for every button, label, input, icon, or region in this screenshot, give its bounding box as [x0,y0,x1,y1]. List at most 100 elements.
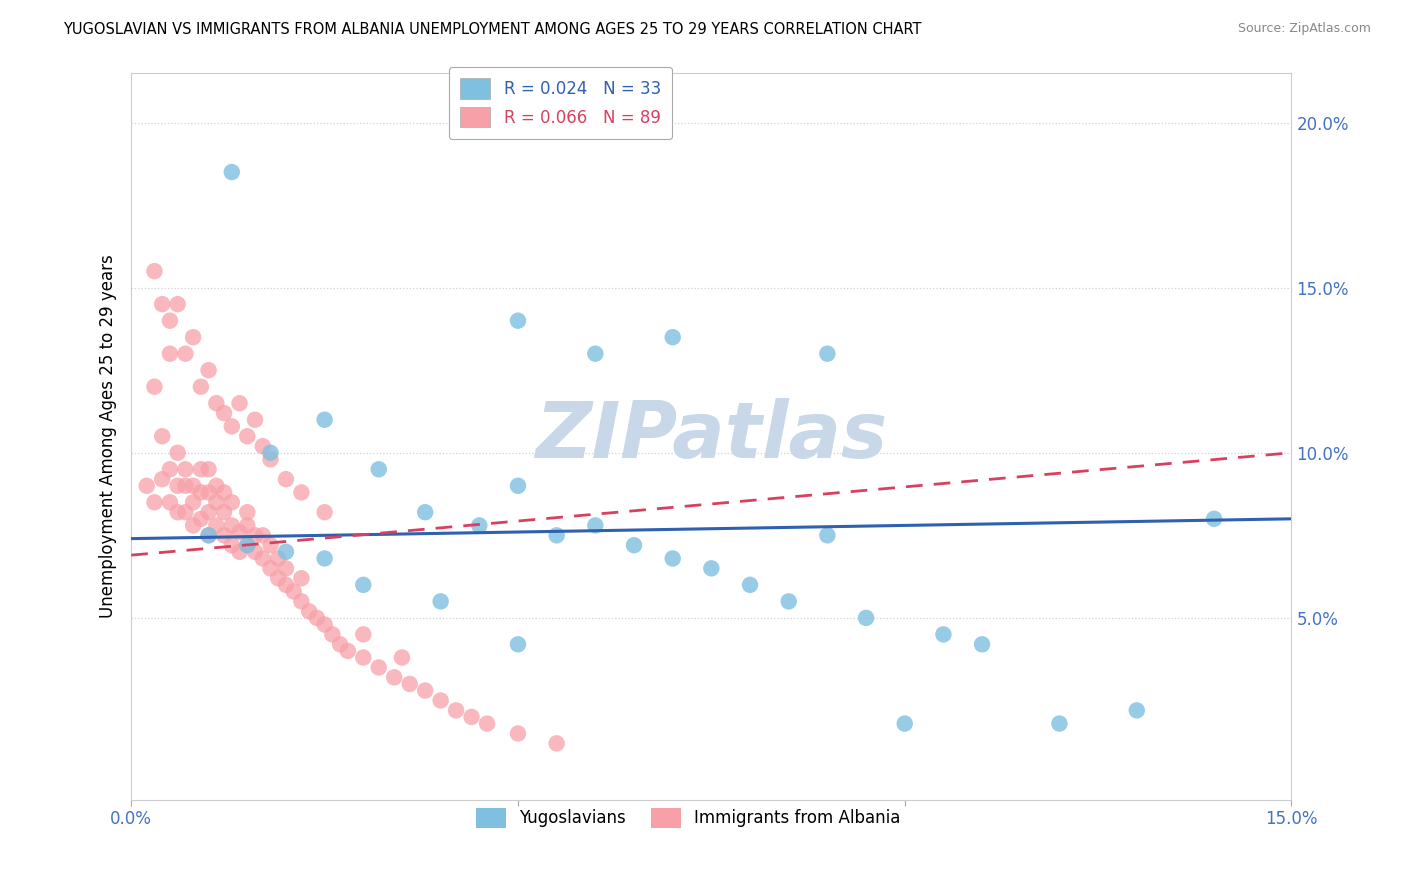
Point [190,485,212,500]
Point [815,347,838,361]
Point [243,545,266,559]
Point [283,584,305,599]
Point [221,419,243,434]
Point [738,578,761,592]
Point [228,524,250,539]
Point [475,716,498,731]
Point [1126,703,1149,717]
Point [159,347,181,361]
Point [506,726,529,740]
Point [205,518,228,533]
Point [252,551,274,566]
Point [429,594,451,608]
Point [367,462,389,476]
Y-axis label: Unemployment Among Ages 25 to 29 years: Unemployment Among Ages 25 to 29 years [100,254,117,618]
Point [329,637,352,651]
Point [143,264,166,278]
Point [259,446,281,460]
Point [855,611,877,625]
Point [212,505,235,519]
Point [623,538,645,552]
Point [143,495,166,509]
Point [382,670,405,684]
Point [321,627,343,641]
Point [290,571,312,585]
Point [205,396,228,410]
Point [205,495,228,509]
Point [546,528,568,542]
Point [150,429,173,443]
Point [429,693,451,707]
Point [252,439,274,453]
Point [336,644,359,658]
Point [197,505,219,519]
Point [700,561,723,575]
Point [314,505,336,519]
Point [159,313,181,327]
Point [274,578,297,592]
Point [546,736,568,750]
Point [174,347,197,361]
Point [391,650,413,665]
Text: Source: ZipAtlas.com: Source: ZipAtlas.com [1237,22,1371,36]
Point [166,505,188,519]
Point [243,413,266,427]
Point [352,578,374,592]
Point [150,472,173,486]
Point [460,710,482,724]
Point [259,561,281,575]
Point [893,716,915,731]
Point [236,505,259,519]
Point [174,462,197,476]
Point [259,452,281,467]
Point [259,538,281,552]
Point [1047,716,1070,731]
Point [212,485,235,500]
Point [413,505,436,519]
Text: ZIPatlas: ZIPatlas [536,398,887,475]
Point [228,545,250,559]
Point [212,406,235,420]
Point [314,551,336,566]
Point [583,518,606,533]
Point [197,528,219,542]
Point [314,413,336,427]
Point [290,485,312,500]
Point [314,617,336,632]
Point [305,611,328,625]
Point [197,485,219,500]
Point [221,538,243,552]
Point [190,512,212,526]
Point [236,538,259,552]
Point [174,479,197,493]
Point [298,604,321,618]
Point [444,703,467,717]
Point [181,518,204,533]
Point [197,363,219,377]
Point [778,594,800,608]
Point [970,637,993,651]
Point [274,561,297,575]
Point [181,495,204,509]
Point [166,297,188,311]
Point [274,545,297,559]
Text: YUGOSLAVIAN VS IMMIGRANTS FROM ALBANIA UNEMPLOYMENT AMONG AGES 25 TO 29 YEARS CO: YUGOSLAVIAN VS IMMIGRANTS FROM ALBANIA U… [63,22,922,37]
Point [506,637,529,651]
Point [352,627,374,641]
Point [205,479,228,493]
Point [166,479,188,493]
Point [468,518,491,533]
Legend: Yugoslavians, Immigrants from Albania: Yugoslavians, Immigrants from Albania [470,801,907,835]
Point [212,528,235,542]
Point [243,528,266,542]
Point [166,446,188,460]
Point [197,528,219,542]
Point [236,429,259,443]
Point [228,396,250,410]
Point [150,297,173,311]
Point [221,518,243,533]
Point [267,551,290,566]
Point [221,165,243,179]
Point [159,495,181,509]
Point [267,571,290,585]
